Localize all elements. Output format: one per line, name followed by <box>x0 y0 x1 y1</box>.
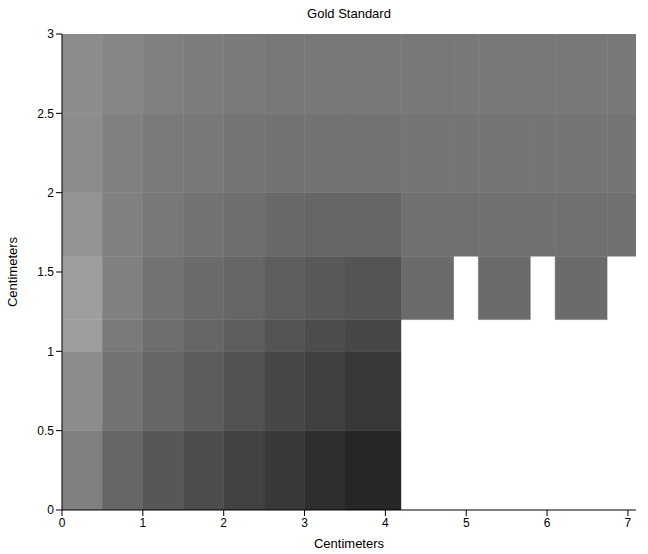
svg-text:5: 5 <box>463 516 470 530</box>
svg-text:1: 1 <box>140 516 147 530</box>
svg-text:2: 2 <box>47 186 54 200</box>
svg-text:6: 6 <box>544 516 551 530</box>
svg-text:Centimeters: Centimeters <box>314 536 385 551</box>
svg-text:0.5: 0.5 <box>37 424 54 438</box>
svg-text:1: 1 <box>47 345 54 359</box>
svg-text:0: 0 <box>59 516 66 530</box>
svg-text:3: 3 <box>301 516 308 530</box>
svg-text:0: 0 <box>47 503 54 517</box>
svg-text:4: 4 <box>382 516 389 530</box>
svg-text:2.5: 2.5 <box>37 107 54 121</box>
html-text:Gold Standard: Gold Standard <box>307 6 391 21</box>
svg-text:7: 7 <box>625 516 632 530</box>
svg-text:2: 2 <box>220 516 227 530</box>
svg-text:1.5: 1.5 <box>37 265 54 279</box>
svg-text:Centimeters: Centimeters <box>5 236 20 307</box>
svg-text:3: 3 <box>47 28 54 41</box>
